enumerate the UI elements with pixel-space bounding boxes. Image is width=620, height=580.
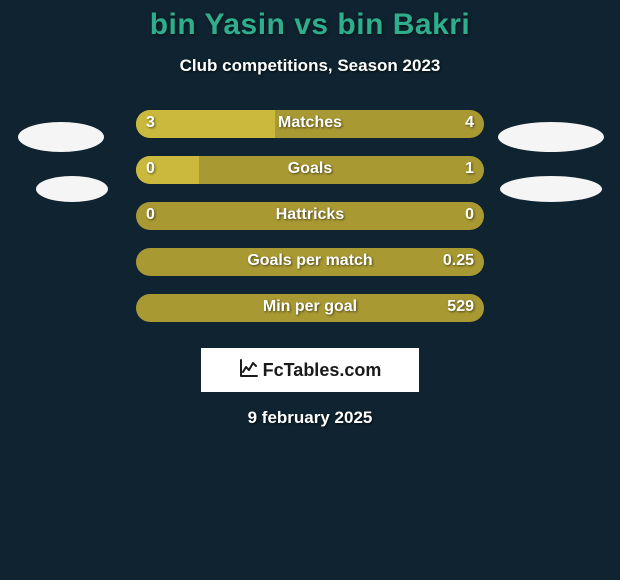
value-right: 0.25 [443,252,474,270]
bar-fill-left [136,110,275,138]
avatar [500,176,602,202]
page-title: bin Yasin vs bin Bakri [0,8,620,42]
bar-label: Goals per match [136,252,484,270]
avatar [498,122,604,152]
value-left: 3 [146,114,155,132]
branding-text: FcTables.com [263,360,382,381]
bar-track: Matches34 [136,110,484,138]
bar-track: Goals per match0.25 [136,248,484,276]
bar-track: Min per goal529 [136,294,484,322]
bar-track: Hattricks0 0 [136,202,484,230]
bar-label: Min per goal [136,298,484,316]
chart-icon [239,358,259,383]
bar-label: Hattricks [136,206,484,224]
stat-row: Goals per match0.25 [0,248,620,294]
avatar [18,122,104,152]
branding-box: FcTables.com [201,348,419,392]
infographic: bin Yasin vs bin Bakri Club competitions… [0,0,620,428]
value-right: 0 [465,206,474,224]
stat-row: Hattricks0 0 [0,202,620,248]
value-right: 529 [447,298,474,316]
value-left: 0 [146,160,155,178]
date-text: 9 february 2025 [0,408,620,428]
value-right: 4 [465,114,474,132]
avatar [36,176,108,202]
stat-row: Min per goal529 [0,294,620,340]
subtitle: Club competitions, Season 2023 [0,56,620,76]
value-left: 0 [146,206,155,224]
bar-track: Goals01 [136,156,484,184]
value-right: 1 [465,160,474,178]
